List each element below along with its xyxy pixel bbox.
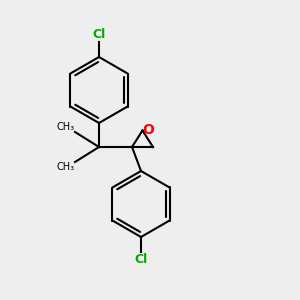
Text: CH₃: CH₃ bbox=[57, 161, 75, 172]
Text: CH₃: CH₃ bbox=[57, 122, 75, 133]
Text: Cl: Cl bbox=[92, 28, 106, 41]
Text: O: O bbox=[142, 124, 154, 137]
Text: Cl: Cl bbox=[134, 253, 148, 266]
